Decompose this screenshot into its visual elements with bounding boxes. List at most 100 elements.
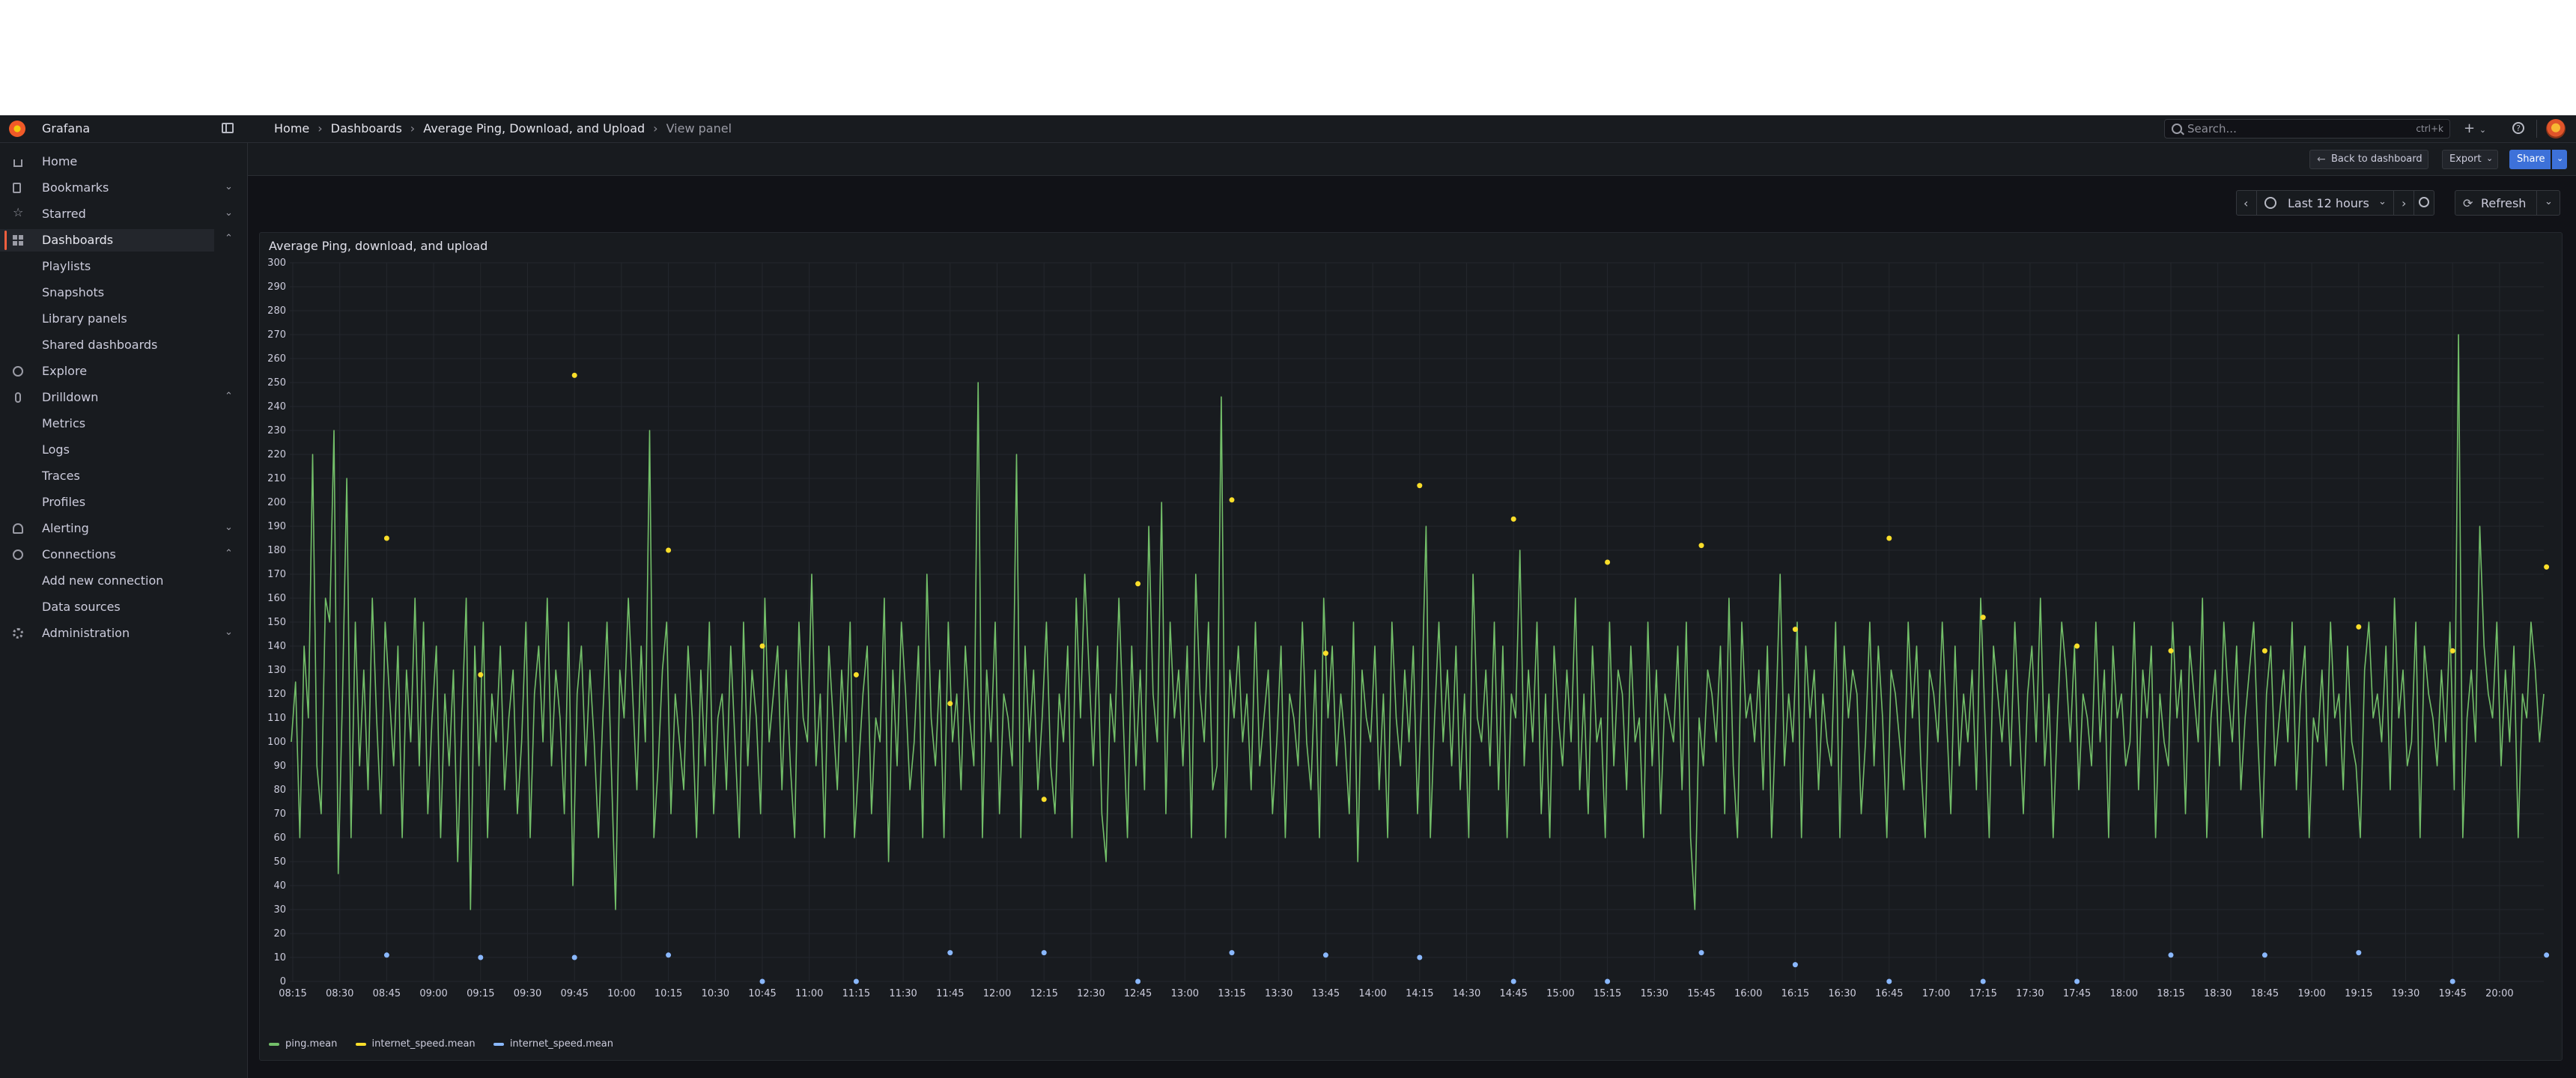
breadcrumb-separator-icon: › [318, 121, 323, 135]
divider [2536, 120, 2537, 138]
sidebar-item-administration[interactable]: Administration ⌄ [0, 622, 247, 645]
y-tick-label: 130 [267, 665, 286, 676]
sidebar-item-data-sources[interactable]: Data sources [0, 596, 247, 618]
bell-icon [13, 523, 23, 534]
download-point [1229, 497, 1235, 503]
legend-item-ping[interactable]: ping.mean [269, 1038, 337, 1050]
y-tick-label: 270 [267, 329, 286, 341]
avatar[interactable] [2546, 119, 2566, 138]
sidebar-item-playlists[interactable]: Playlists [0, 255, 247, 278]
grafana-logo-icon[interactable] [9, 121, 25, 137]
time-forward-button[interactable]: › [2393, 190, 2414, 216]
sidebar-item-logs[interactable]: Logs [0, 439, 247, 461]
chevron-down-icon[interactable]: ⌄ [225, 181, 233, 192]
sidebar-item-shared-dashboards[interactable]: Shared dashboards [0, 334, 247, 356]
timeseries-chart[interactable]: 0 10 20 30 40 50 60 70 80 90 100 110 120 130 140 150 160… [260, 233, 2563, 1062]
upload-point [383, 952, 389, 958]
chevron-up-icon[interactable]: ⌃ [225, 548, 233, 559]
chevron-down-icon[interactable]: ⌄ [225, 522, 233, 533]
breadcrumb-separator-icon: › [653, 121, 658, 135]
search-input[interactable]: Search... ctrl+k [2164, 119, 2450, 138]
top-bar: Grafana Home › Dashboards › Average Ping, Do… [0, 115, 2576, 143]
sidebar-item-dashboards[interactable]: Dashboards [0, 229, 214, 252]
y-tick-label: 150 [267, 617, 286, 628]
sidebar-item-bookmarks[interactable]: Bookmarks ⌄ [0, 177, 247, 199]
download-point [383, 535, 389, 541]
zoom-out-button[interactable] [2414, 190, 2434, 216]
app-name: Grafana [42, 121, 91, 135]
refresh-interval-button[interactable]: ⌄ [2536, 190, 2560, 216]
time-range-picker[interactable]: Last 12 hours ⌄ [2256, 190, 2394, 216]
download-point [571, 372, 577, 378]
sidebar-item-home[interactable]: Home [0, 150, 247, 173]
y-tick-label: 170 [267, 569, 286, 580]
legend-swatch [493, 1042, 504, 1046]
share-button[interactable]: Share [2509, 150, 2551, 169]
upload-point [2356, 950, 2362, 956]
chevron-down-icon[interactable]: ⌄ [225, 627, 233, 638]
sidebar-item-label: Snapshots [42, 285, 105, 299]
chevron-up-icon[interactable]: ⌃ [225, 233, 233, 244]
download-point [1605, 559, 1611, 565]
chevron-down-icon[interactable]: ⌄ [225, 207, 233, 219]
legend-swatch [355, 1042, 366, 1046]
sidebar-item-label: Home [42, 154, 78, 168]
download-point [2544, 564, 2550, 570]
upload-point [2544, 952, 2550, 958]
dock-menu-icon[interactable] [222, 123, 234, 133]
chevron-left-icon: ‹ [2244, 196, 2249, 210]
cog-icon [13, 628, 23, 639]
arrow-left-icon: ← [2317, 153, 2326, 165]
upload-point [759, 978, 765, 984]
download-point [666, 547, 672, 553]
new-button[interactable]: + ⌄ [2464, 121, 2486, 136]
x-tick-label: 19:00 [2297, 988, 2325, 999]
sidebar-item-label: Data sources [42, 600, 121, 614]
sidebar-item-connections[interactable]: Connections ⌃ [0, 543, 247, 566]
sidebar-item-add-new-connection[interactable]: Add new connection [0, 570, 247, 592]
sidebar-item-traces[interactable]: Traces [0, 465, 247, 487]
sidebar-item-snapshots[interactable]: Snapshots [0, 281, 247, 304]
export-button[interactable]: Export ⌄ [2442, 150, 2498, 169]
sidebar-item-profiles[interactable]: Profiles [0, 491, 247, 514]
upload-point [1792, 962, 1798, 968]
sidebar-item-label: Logs [42, 442, 70, 457]
breadcrumb-dashboard[interactable]: Average Ping, Download, and Upload [423, 121, 645, 135]
sidebar-item-drilldown[interactable]: Drilldown ⌃ [0, 386, 247, 409]
y-tick-label: 30 [273, 904, 286, 916]
breadcrumb-dashboards[interactable]: Dashboards [330, 121, 402, 135]
sidebar-item-label: Connections [42, 547, 116, 561]
download-point [853, 672, 859, 677]
x-tick-label: 11:45 [936, 988, 964, 999]
x-tick-label: 10:30 [702, 988, 729, 999]
back-to-dashboard-button[interactable]: ← Back to dashboard [2309, 150, 2428, 169]
sidebar-item-starred[interactable]: ☆ Starred ⌄ [0, 203, 247, 225]
upload-point [478, 954, 484, 960]
apps-icon [13, 235, 23, 246]
help-icon[interactable]: ? [2512, 122, 2524, 134]
chevron-down-icon: ⌄ [2378, 196, 2387, 207]
refresh-button[interactable]: ⟳ Refresh [2455, 190, 2537, 216]
search-placeholder: Search... [2187, 122, 2237, 135]
legend-label: internet_speed.mean [371, 1038, 476, 1050]
x-tick-label: 17:45 [2063, 988, 2091, 999]
share-dropdown-button[interactable]: ⌄ [2552, 150, 2567, 169]
sidebar-item-label: Starred [42, 207, 86, 221]
sidebar-item-metrics[interactable]: Metrics [0, 412, 247, 435]
chevron-up-icon[interactable]: ⌃ [225, 391, 233, 402]
sidebar-item-alerting[interactable]: Alerting ⌄ [0, 517, 247, 540]
sidebar-item-library-panels[interactable]: Library panels [0, 308, 247, 330]
plus-icon: + [2464, 121, 2476, 136]
download-point [1135, 581, 1141, 587]
x-tick-label: 14:30 [1453, 988, 1480, 999]
legend-item-download[interactable]: internet_speed.mean [355, 1038, 476, 1050]
download-point [1698, 543, 1704, 549]
legend-item-upload[interactable]: internet_speed.mean [493, 1038, 613, 1050]
time-back-button[interactable]: ‹ [2236, 190, 2257, 216]
y-tick-label: 40 [273, 880, 286, 892]
x-tick-label: 15:45 [1687, 988, 1715, 999]
share-label: Share [2517, 153, 2545, 165]
upload-point [571, 954, 577, 960]
breadcrumb-home[interactable]: Home [274, 121, 310, 135]
sidebar-item-explore[interactable]: Explore [0, 360, 247, 383]
